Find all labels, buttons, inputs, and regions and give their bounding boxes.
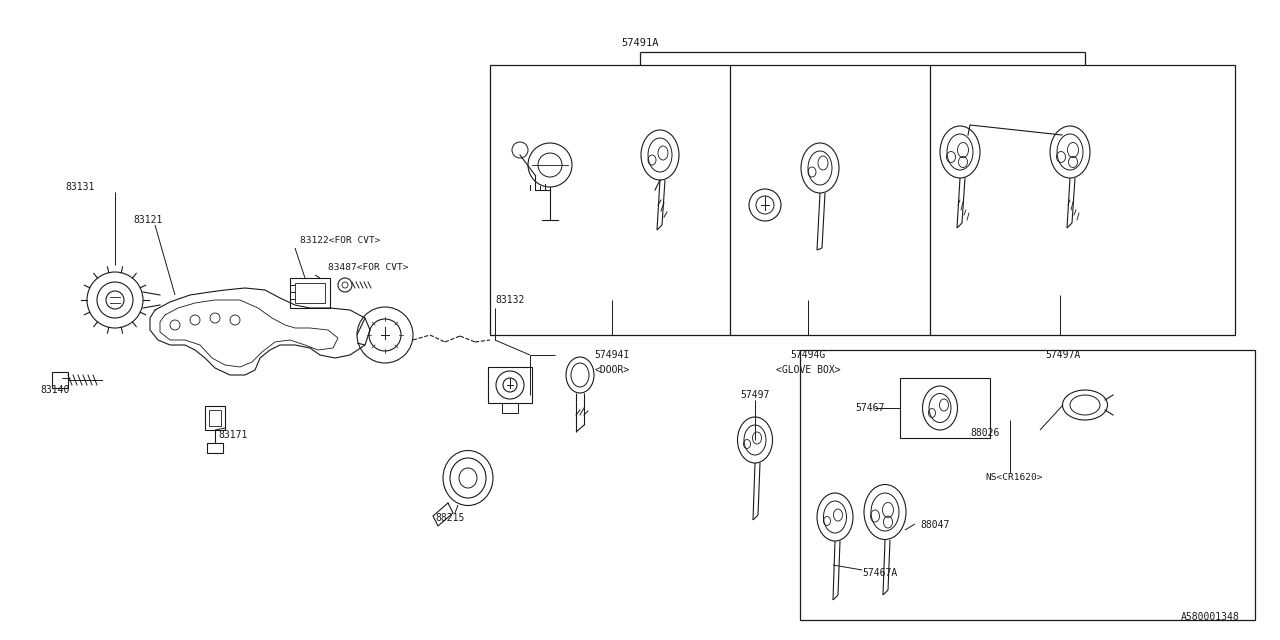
Bar xyxy=(502,403,518,413)
Text: 57467: 57467 xyxy=(855,403,884,413)
Bar xyxy=(207,443,223,453)
Bar xyxy=(488,367,532,403)
Bar xyxy=(205,406,225,430)
Bar xyxy=(490,65,1235,335)
Text: 88215: 88215 xyxy=(435,513,465,523)
Bar xyxy=(52,372,68,388)
Text: A580001348: A580001348 xyxy=(1181,612,1240,622)
Bar xyxy=(800,350,1254,620)
Text: 83131: 83131 xyxy=(65,182,95,192)
Text: 57467A: 57467A xyxy=(861,568,897,578)
Bar xyxy=(900,378,989,438)
Text: 57494G: 57494G xyxy=(790,350,826,360)
Text: 83140: 83140 xyxy=(40,385,69,395)
Text: 83132: 83132 xyxy=(495,295,525,305)
Text: 83487<FOR CVT>: 83487<FOR CVT> xyxy=(328,263,408,272)
Text: <GLOVE BOX>: <GLOVE BOX> xyxy=(776,365,840,375)
Text: 88047: 88047 xyxy=(920,520,950,530)
Bar xyxy=(209,410,221,426)
Text: 83121: 83121 xyxy=(133,215,163,225)
Text: 88026: 88026 xyxy=(970,428,1000,438)
Text: NS<CR1620>: NS<CR1620> xyxy=(986,473,1042,482)
Text: 57491A: 57491A xyxy=(621,38,659,48)
Text: 57497A: 57497A xyxy=(1046,350,1080,360)
Text: 83171: 83171 xyxy=(218,430,247,440)
Bar xyxy=(294,283,325,303)
Bar xyxy=(291,278,330,308)
Text: 57497: 57497 xyxy=(740,390,769,400)
Text: 83122<FOR CVT>: 83122<FOR CVT> xyxy=(300,236,380,245)
Text: <DOOR>: <DOOR> xyxy=(594,365,630,375)
Text: 57494I: 57494I xyxy=(594,350,630,360)
